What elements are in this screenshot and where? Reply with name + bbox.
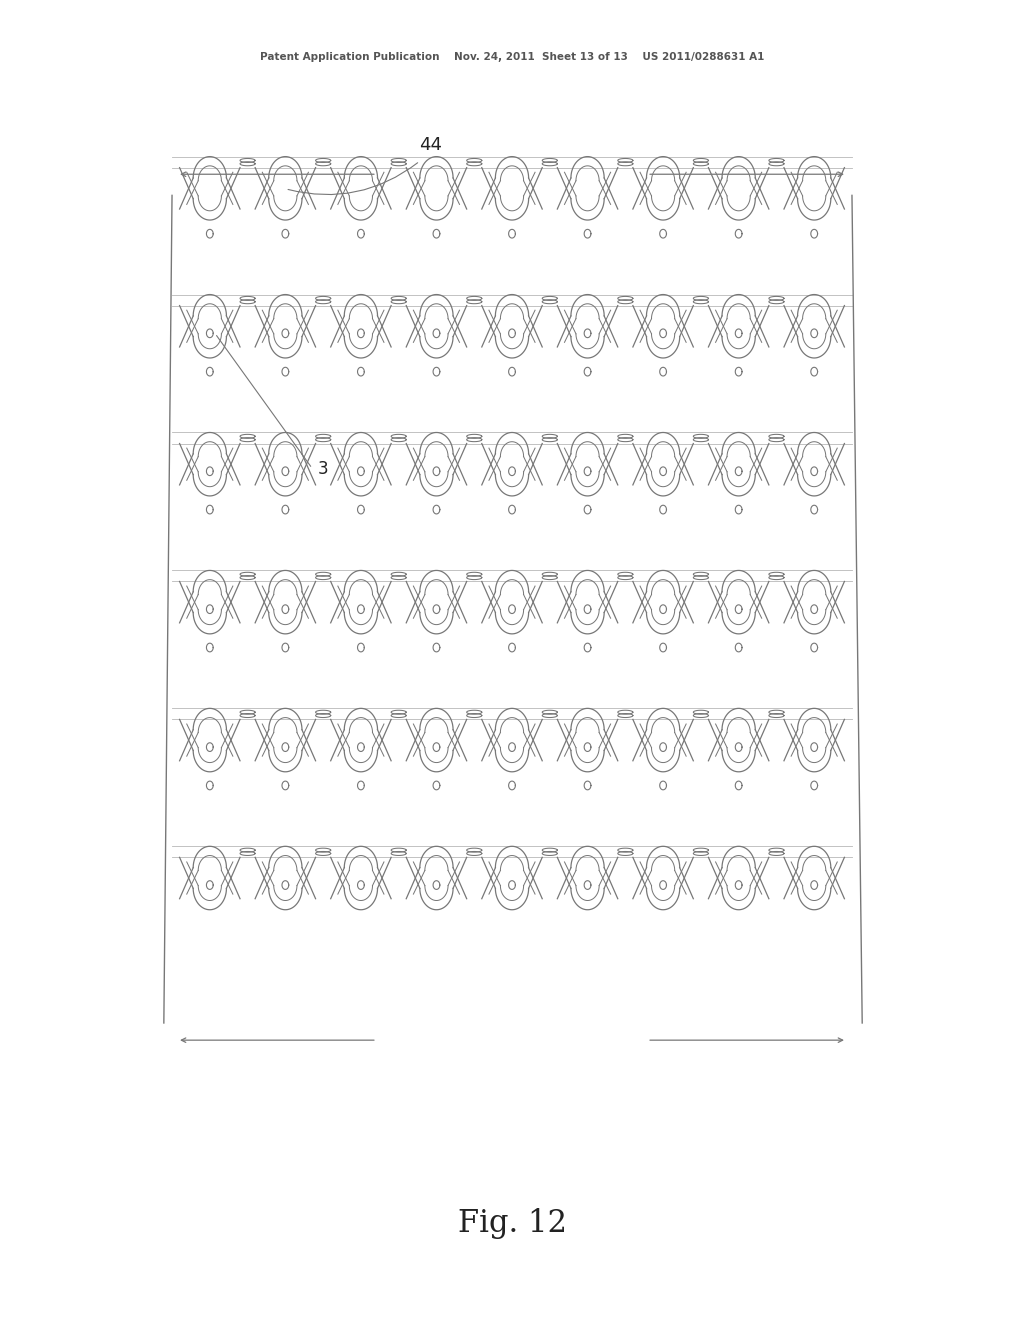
Text: Fig. 12: Fig. 12	[458, 1208, 566, 1239]
Text: Patent Application Publication    Nov. 24, 2011  Sheet 13 of 13    US 2011/02886: Patent Application Publication Nov. 24, …	[260, 51, 764, 62]
Text: 44: 44	[419, 136, 441, 154]
Text: 3: 3	[317, 459, 328, 478]
